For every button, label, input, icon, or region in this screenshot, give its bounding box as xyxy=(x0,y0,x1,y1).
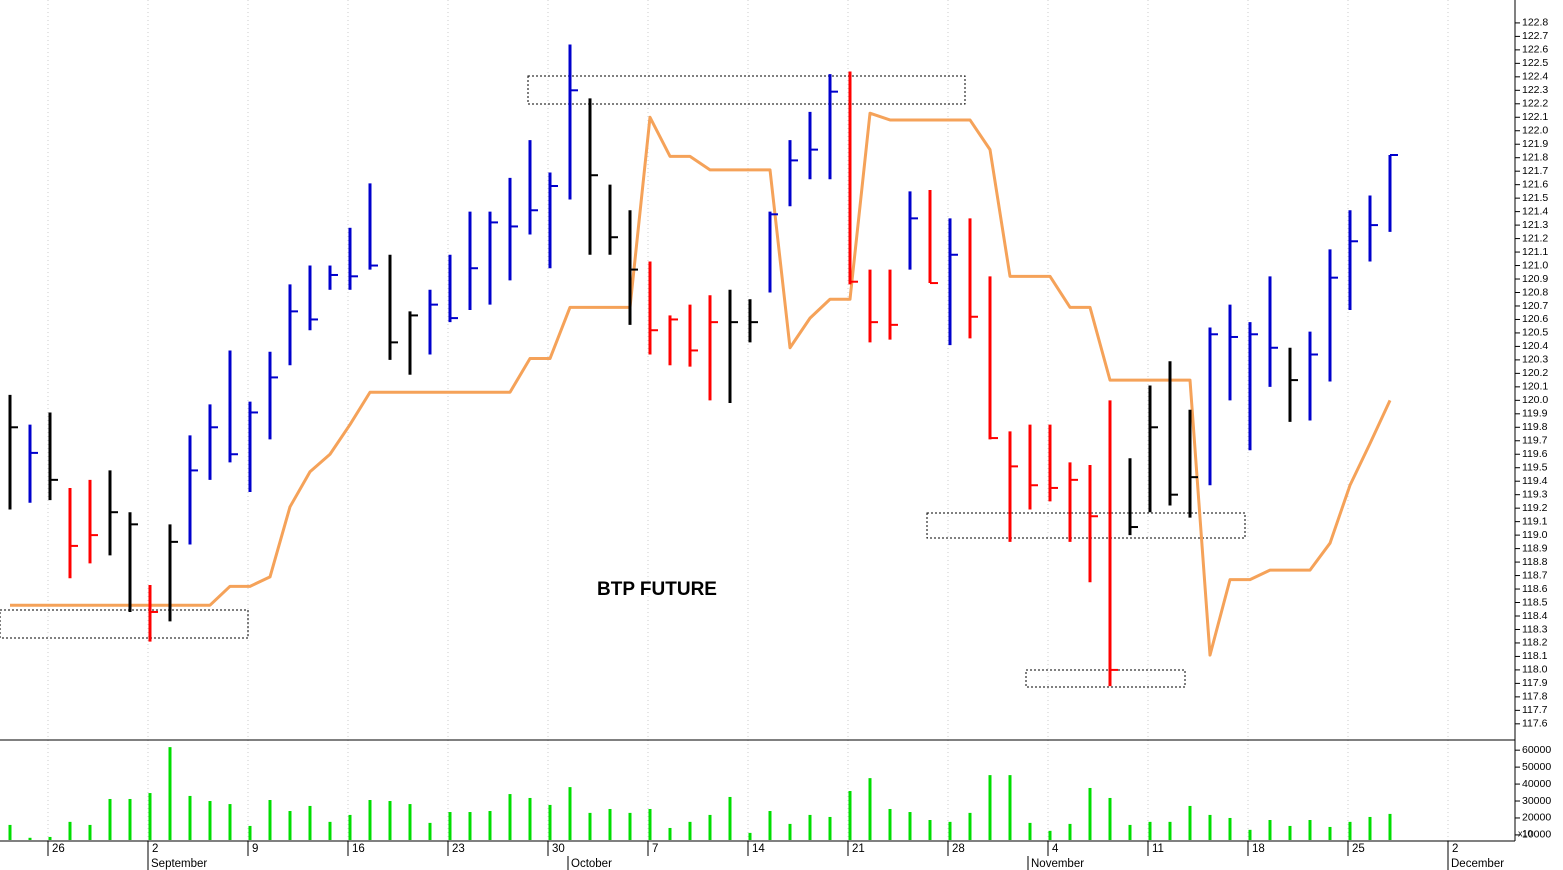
y-tick-label: 120.4 xyxy=(1522,340,1548,352)
y-tick-label: 118.6 xyxy=(1522,583,1548,595)
y-tick-label: 117.6 xyxy=(1522,718,1548,730)
stop-line xyxy=(10,111,1392,657)
month-label: November xyxy=(1031,858,1084,870)
y-tick-label: 118.2 xyxy=(1522,637,1548,649)
x-tick-label: 18 xyxy=(1252,843,1265,855)
y-tick-label: 118.8 xyxy=(1522,556,1548,568)
y-tick-label: 118.0 xyxy=(1522,664,1548,676)
y-tick-label: 121.5 xyxy=(1522,192,1548,204)
highlight-zone xyxy=(0,609,249,639)
month-label: September xyxy=(151,858,207,870)
y-tick-label: 122.0 xyxy=(1522,125,1548,137)
y-tick-label: 120.2 xyxy=(1522,367,1548,379)
x-tick-label: 30 xyxy=(552,843,565,855)
y-tick-label: 119.0 xyxy=(1522,529,1548,541)
y-tick-label: 50000 xyxy=(1522,761,1551,773)
x-tick-label: 26 xyxy=(52,843,65,855)
y-tick-label: 117.7 xyxy=(1522,704,1548,716)
x-tick-label: 28 xyxy=(952,843,965,855)
month-label: December xyxy=(1451,858,1504,870)
y-tick-label: 118.5 xyxy=(1522,596,1548,608)
x-tick-label: 25 xyxy=(1352,843,1365,855)
y-tick-label: 119.6 xyxy=(1522,448,1548,460)
y-tick-label: 117.8 xyxy=(1522,691,1548,703)
y-tick-label: 118.4 xyxy=(1522,610,1548,622)
x-tick-label: 11 xyxy=(1152,843,1164,855)
y-tick-label: 121.0 xyxy=(1522,259,1548,271)
y-tick-label: 122.8 xyxy=(1522,17,1548,29)
y-tick-label: 10000 xyxy=(1522,829,1551,841)
y-tick-label: 119.8 xyxy=(1522,421,1548,433)
y-tick-label: 120.9 xyxy=(1522,273,1548,285)
y-tick-label: 120.1 xyxy=(1522,381,1548,393)
chart-title: BTP FUTURE xyxy=(597,579,717,600)
x-tick-label: 21 xyxy=(852,843,865,855)
grid xyxy=(47,0,1449,841)
y-tick-label: 119.1 xyxy=(1522,515,1548,527)
y-tick-label: 122.2 xyxy=(1522,98,1548,110)
y-tick-label: 120.5 xyxy=(1522,327,1548,339)
y-tick-label: 40000 xyxy=(1522,778,1551,790)
y-tick-label: 119.3 xyxy=(1522,488,1548,500)
x-tick-label: 7 xyxy=(652,843,658,855)
y-tick-label: 60000 xyxy=(1522,744,1551,756)
y-tick-label: 117.9 xyxy=(1522,677,1548,689)
y-tick-label: 122.3 xyxy=(1522,84,1548,96)
y-tick-label: 120.7 xyxy=(1522,300,1548,312)
y-tick-label: 118.1 xyxy=(1522,650,1548,662)
month-label: October xyxy=(571,858,612,870)
highlight-zone xyxy=(527,75,966,105)
y-tick-label: 119.5 xyxy=(1522,462,1548,474)
y-tick-label: 122.1 xyxy=(1522,111,1548,123)
x-tick-label: 14 xyxy=(752,843,765,855)
y-tick-label: 119.2 xyxy=(1522,502,1548,514)
x-tick-label: 4 xyxy=(1052,843,1059,855)
y-tick-label: 122.6 xyxy=(1522,44,1548,56)
y-tick-label: 122.4 xyxy=(1522,71,1548,83)
y-tick-label: 119.7 xyxy=(1522,435,1548,447)
y-tick-label: 121.4 xyxy=(1522,205,1548,217)
y-tick-label: 120.8 xyxy=(1522,286,1548,298)
y-tick-label: 121.2 xyxy=(1522,232,1548,244)
y-tick-label: 122.5 xyxy=(1522,57,1548,69)
y-tick-label: 120.6 xyxy=(1522,313,1548,325)
y-tick-label: 20000 xyxy=(1522,812,1551,824)
x-tick-label: 9 xyxy=(252,843,258,855)
y-tick-label: 121.7 xyxy=(1522,165,1548,177)
y-tick-label: 120.0 xyxy=(1522,394,1548,406)
x-tick-label: 23 xyxy=(452,843,465,855)
x-tick-label: 2 xyxy=(152,843,158,855)
y-tick-label: 121.1 xyxy=(1522,246,1548,258)
y-tick-label: 119.4 xyxy=(1522,475,1548,487)
y-tick-label: 121.6 xyxy=(1522,178,1548,190)
y-tick-label: 121.8 xyxy=(1522,151,1548,163)
y-tick-label: 118.3 xyxy=(1522,623,1548,635)
y-tick-label: 118.7 xyxy=(1522,569,1548,581)
y-tick-label: 120.3 xyxy=(1522,354,1548,366)
y-tick-label: 30000 xyxy=(1522,795,1551,807)
highlight-zone xyxy=(926,512,1246,539)
x-tick-label: 2 xyxy=(1452,843,1458,855)
y-tick-label: 121.9 xyxy=(1522,138,1548,150)
x-tick-label: 16 xyxy=(352,843,365,855)
y-tick-label: 119.9 xyxy=(1522,408,1548,420)
y-tick-label: 122.7 xyxy=(1522,30,1548,42)
y-tick-label: 118.9 xyxy=(1522,542,1548,554)
volume-note: x10 xyxy=(1518,828,1533,838)
y-tick-label: 121.3 xyxy=(1522,219,1548,231)
